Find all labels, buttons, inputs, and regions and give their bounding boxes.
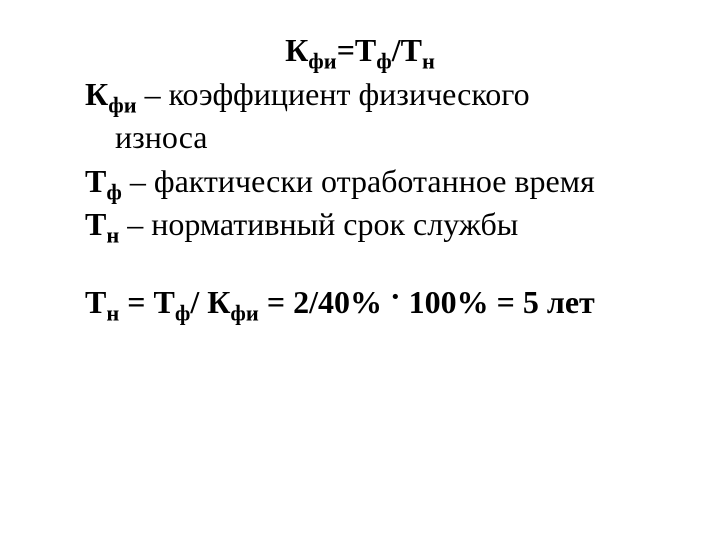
formula-eq: = <box>337 32 355 68</box>
res-p2-main: Т <box>153 284 174 320</box>
definition-1-cont: износа <box>85 117 690 159</box>
res-tail: 100% = 5 лет <box>401 284 595 320</box>
result-formula: Тн = Тф/ Кфи = 2/40% · 100% = 5 лет <box>85 282 690 324</box>
formula-rhs1-main: Т <box>355 32 376 68</box>
def3-sym-sub: н <box>106 223 119 248</box>
formula-lhs-sub: фи <box>308 48 336 73</box>
def2-sym-main: Т <box>85 163 106 199</box>
res-eq1: = <box>119 284 153 320</box>
res-slash: / <box>190 284 207 320</box>
def2-sym-sub: ф <box>106 179 122 204</box>
res-dot: · <box>390 278 401 314</box>
def2-text: – фактически отработанное время <box>122 163 595 199</box>
res-p2-sub: ф <box>175 300 191 325</box>
main-formula: Кфи=Тф/Тн <box>30 30 690 72</box>
formula-rhs2-main: Т <box>401 32 422 68</box>
res-p3-main: К <box>207 284 230 320</box>
def1-text: – коэффициент физического <box>137 76 530 112</box>
def1-sym-sub: фи <box>108 92 136 117</box>
res-p3-sub: фи <box>230 300 258 325</box>
definition-1: Кфи – коэффициент физического <box>85 74 690 116</box>
def1-text-cont: износа <box>115 119 207 155</box>
def3-text: – нормативный срок службы <box>119 206 518 242</box>
document-content: Кфи=Тф/Тн Кфи – коэффициент физического … <box>85 30 690 324</box>
formula-lhs-main: К <box>285 32 308 68</box>
res-p1-main: Т <box>85 284 106 320</box>
res-eq2: = 2/40% <box>259 284 390 320</box>
def1-sym-main: К <box>85 76 108 112</box>
formula-slash: / <box>392 32 401 68</box>
definition-2: Тф – фактически отработанное время <box>85 161 690 203</box>
def3-sym-main: Т <box>85 206 106 242</box>
def3-symbol: Тн <box>85 206 119 242</box>
def1-symbol: Кфи <box>85 76 137 112</box>
res-p1-sub: н <box>106 300 119 325</box>
def2-symbol: Тф <box>85 163 122 199</box>
formula-rhs1-sub: ф <box>376 48 392 73</box>
formula-rhs2-sub: н <box>422 48 435 73</box>
definition-3: Тн – нормативный срок службы <box>85 204 690 246</box>
